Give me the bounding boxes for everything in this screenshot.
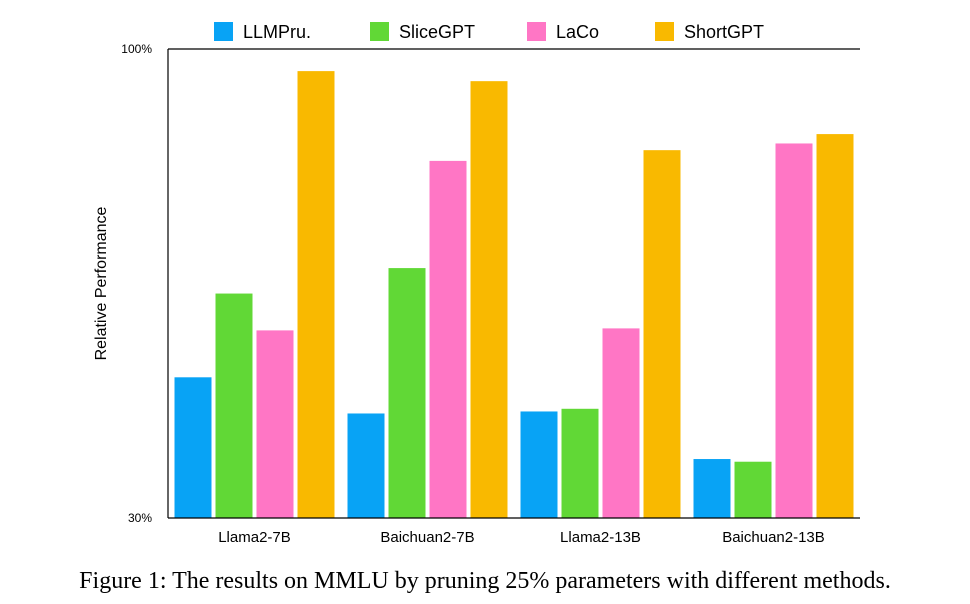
bar-llmpru-baichuan2-13b xyxy=(693,459,731,518)
legend-label-shortgpt: ShortGPT xyxy=(684,22,764,42)
bar-slicegpt-baichuan2-7b xyxy=(388,268,426,518)
y-tick-label-top: 100% xyxy=(121,42,152,56)
bar-laco-llama2-13b xyxy=(602,328,640,518)
legend-swatch-shortgpt xyxy=(655,22,674,41)
bar-shortgpt-llama2-7b xyxy=(297,71,335,519)
x-tick-label-llama2-7b: Llama2-7B xyxy=(218,529,291,546)
legend-swatch-llmpru xyxy=(214,22,233,41)
x-tick-label-baichuan2-13b: Baichuan2-13B xyxy=(722,529,825,546)
bar-chart: LLMPru. SliceGPT LaCo ShortGPT 100% 30% Rel… xyxy=(93,22,860,546)
bar-slicegpt-baichuan2-13b xyxy=(734,461,772,518)
bar-shortgpt-baichuan2-7b xyxy=(470,81,508,518)
legend-swatch-laco xyxy=(527,22,546,41)
figure-caption: Figure 1: The results on MMLU by pruning… xyxy=(79,568,891,594)
bar-slicegpt-llama2-13b xyxy=(561,408,599,518)
bar-laco-baichuan2-13b xyxy=(775,143,813,518)
y-axis-label: Relative Performance xyxy=(93,206,110,360)
bar-laco-llama2-7b xyxy=(256,330,294,518)
x-tick-label-llama2-13b: Llama2-13B xyxy=(560,529,641,546)
legend-swatch-slicegpt xyxy=(370,22,389,41)
bar-shortgpt-baichuan2-13b xyxy=(816,134,854,518)
bar-shortgpt-llama2-13b xyxy=(643,150,681,519)
bar-llmpru-llama2-7b xyxy=(174,377,212,518)
x-tick-labels: Llama2-7B Baichuan2-7B Llama2-13B Baichuan2… xyxy=(218,529,825,546)
bar-llmpru-llama2-13b xyxy=(520,411,558,518)
legend-label-laco: LaCo xyxy=(556,22,599,42)
legend-label-llmpru: LLMPru. xyxy=(243,22,311,42)
bars xyxy=(174,71,854,519)
legend: LLMPru. SliceGPT LaCo ShortGPT xyxy=(214,22,764,42)
bar-slicegpt-llama2-7b xyxy=(215,293,253,518)
bar-laco-baichuan2-7b xyxy=(429,160,467,518)
bar-llmpru-baichuan2-7b xyxy=(347,413,385,518)
legend-label-slicegpt: SliceGPT xyxy=(399,22,475,42)
x-tick-label-baichuan2-7b: Baichuan2-7B xyxy=(380,529,474,546)
y-tick-label-bottom: 30% xyxy=(128,511,152,525)
